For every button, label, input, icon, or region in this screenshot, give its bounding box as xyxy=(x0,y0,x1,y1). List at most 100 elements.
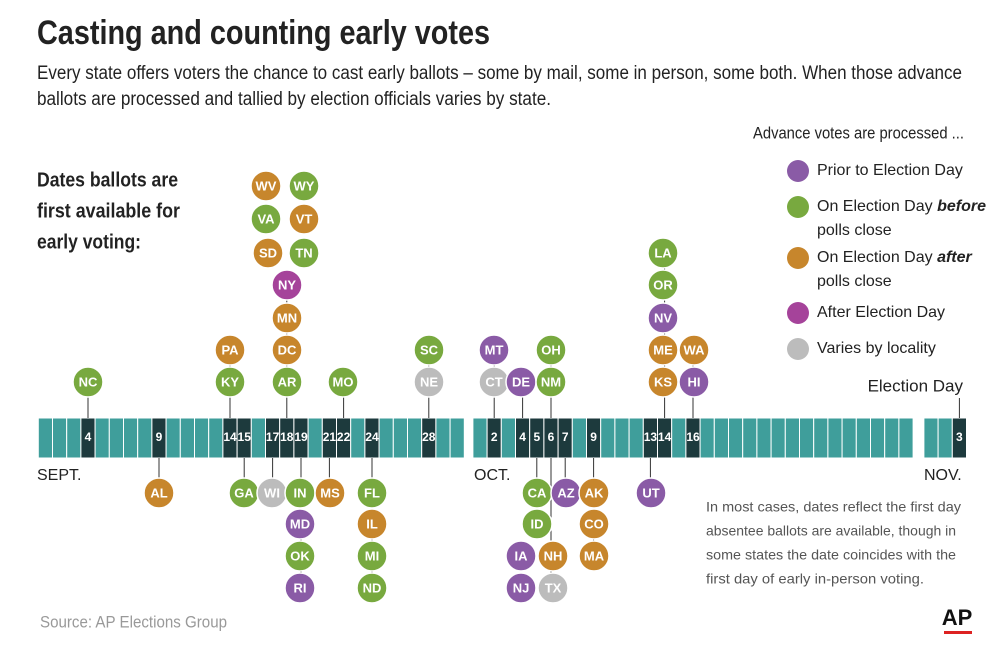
legend-label: polls close xyxy=(817,273,892,290)
state-circle xyxy=(284,540,316,572)
state-code: MA xyxy=(584,548,605,563)
state-code: WY xyxy=(294,178,315,193)
state-circle xyxy=(214,366,246,398)
state-circle xyxy=(578,540,610,572)
day-cell xyxy=(449,417,465,459)
note: In most cases, dates reflect the first d… xyxy=(706,499,961,515)
day-number: 6 xyxy=(548,430,555,444)
state-code: RI xyxy=(294,580,307,595)
title: Casting and counting early votes xyxy=(37,14,490,52)
state-code: NY xyxy=(278,277,296,292)
logo: AP xyxy=(942,605,973,630)
day-cell xyxy=(870,417,886,459)
state-code: WI xyxy=(264,485,280,500)
month-label: OCT. xyxy=(474,467,510,484)
day-cell xyxy=(392,417,408,459)
state-circle xyxy=(678,334,710,366)
day-number: 14 xyxy=(658,430,672,444)
state-circle xyxy=(505,572,537,604)
state-circle xyxy=(537,572,569,604)
state-code: MT xyxy=(485,342,504,357)
state-circle xyxy=(521,508,553,540)
state-circle xyxy=(578,508,610,540)
side-label: early voting: xyxy=(37,231,141,253)
state-circle xyxy=(578,477,610,509)
legend-label: On Election Day after xyxy=(817,249,973,266)
state-code: MN xyxy=(277,310,297,325)
state-code: LA xyxy=(654,245,672,260)
state-code: NE xyxy=(420,374,438,389)
day-cell xyxy=(250,417,267,459)
day-cell xyxy=(841,417,857,459)
month-label: SEPT. xyxy=(37,467,81,484)
day-cell xyxy=(37,417,53,459)
state-code: CO xyxy=(584,516,604,531)
day-cell xyxy=(628,417,644,459)
day-cell xyxy=(472,417,488,459)
note: absentee ballots are available, though i… xyxy=(706,523,956,539)
legend-emphasis: after xyxy=(937,249,972,266)
day-number: 4 xyxy=(85,430,92,444)
subtitle: ballots are processed and tallied by ele… xyxy=(37,89,551,110)
legend-label: Prior to Election Day xyxy=(817,162,963,179)
day-number: 9 xyxy=(156,430,163,444)
state-code: NH xyxy=(544,548,563,563)
day-cell xyxy=(378,417,394,459)
day-cell xyxy=(66,417,82,459)
state-code: HI xyxy=(688,374,701,389)
state-code: TN xyxy=(295,245,312,260)
state-circle xyxy=(314,477,346,509)
state-circle xyxy=(535,366,567,398)
state-circle xyxy=(214,334,246,366)
source: Source: AP Elections Group xyxy=(40,612,227,631)
day-cell xyxy=(713,417,729,459)
state-circle xyxy=(284,572,316,604)
day-number: 5 xyxy=(533,430,540,444)
timeline-strip xyxy=(37,417,967,459)
day-cell xyxy=(94,417,110,459)
month-label: NOV. xyxy=(924,467,962,484)
state-code: SC xyxy=(420,342,439,357)
state-code: AK xyxy=(585,485,604,500)
state-circle xyxy=(647,269,679,301)
legend-swatch xyxy=(787,302,809,324)
day-cell xyxy=(756,417,772,459)
state-circle xyxy=(356,572,388,604)
state-circle xyxy=(413,366,445,398)
state-circle xyxy=(72,366,104,398)
day-cell xyxy=(898,417,914,459)
state-code: OR xyxy=(653,277,673,292)
state-circle xyxy=(647,366,679,398)
day-cell xyxy=(137,417,153,459)
side-label: Dates ballots are xyxy=(37,169,178,191)
state-code: NJ xyxy=(513,580,530,595)
day-cell xyxy=(571,417,587,459)
state-code: DE xyxy=(512,374,530,389)
subtitle: Every state offers voters the chance to … xyxy=(37,63,962,84)
day-cell xyxy=(614,417,630,459)
note: first day of early in-person voting. xyxy=(706,571,924,587)
state-code: KY xyxy=(221,374,239,389)
day-number: 24 xyxy=(365,430,379,444)
day-cell xyxy=(827,417,843,459)
state-code: WV xyxy=(256,178,277,193)
legend-emphasis: before xyxy=(937,198,986,215)
day-cell xyxy=(307,417,323,459)
day-cell xyxy=(208,417,224,459)
day-cell xyxy=(799,417,815,459)
state-code: NV xyxy=(654,310,672,325)
state-code: KS xyxy=(654,374,672,389)
state-circle xyxy=(478,334,510,366)
state-markers: NC AL KY PA GA WI AR DC MN NY SD TN VA VT WV WY IN MD OK RI… xyxy=(72,170,710,604)
state-code: CA xyxy=(528,485,547,500)
election-day-label: Election Day xyxy=(868,376,964,395)
state-circle xyxy=(327,366,359,398)
state-circle xyxy=(250,203,282,235)
legend-label-text: On Election Day xyxy=(817,249,933,266)
state-code: VT xyxy=(296,211,313,226)
day-cell xyxy=(855,417,871,459)
day-cell xyxy=(165,417,181,459)
state-code: OH xyxy=(541,342,561,357)
day-cell xyxy=(813,417,829,459)
legend-swatch xyxy=(787,160,809,182)
